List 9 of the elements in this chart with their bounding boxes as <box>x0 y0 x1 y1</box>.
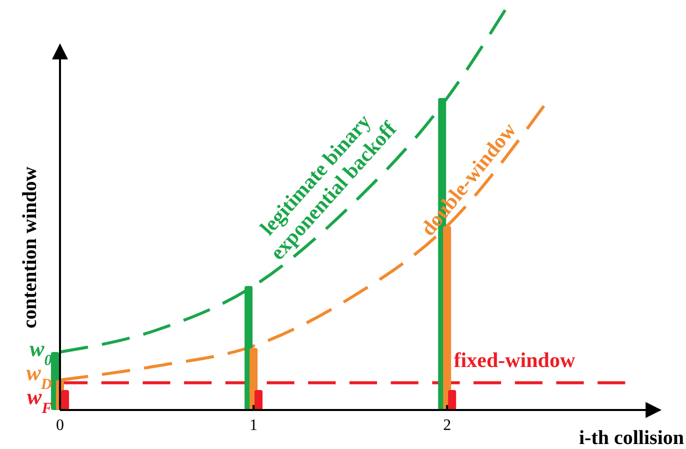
y-axis-title: contention window <box>19 166 41 328</box>
series-label: fixed-window <box>454 348 576 372</box>
x-tick-label: 1 <box>250 417 258 434</box>
x-tick-label: 0 <box>56 417 64 434</box>
x-tick-label: 2 <box>443 417 452 434</box>
bar <box>448 390 456 410</box>
bar <box>254 390 263 410</box>
x-axis-title: i-th collision <box>578 427 684 449</box>
bar <box>61 390 69 410</box>
